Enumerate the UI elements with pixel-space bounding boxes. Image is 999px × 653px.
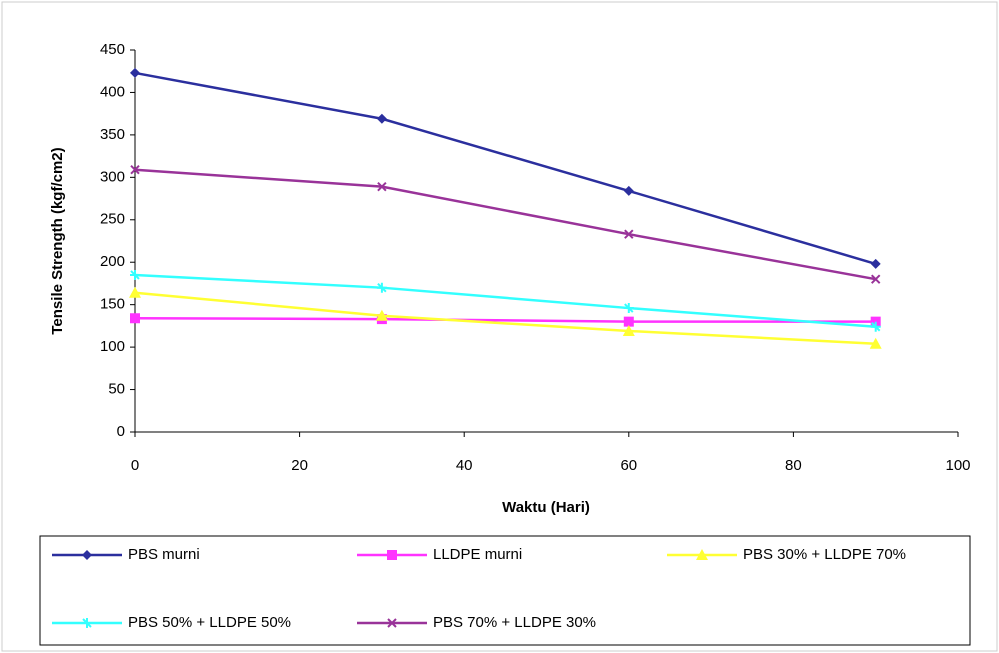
x-tick-label: 100 <box>945 457 970 474</box>
y-tick-label: 450 <box>100 41 125 58</box>
x-tick-label: 60 <box>620 457 637 474</box>
legend-label: PBS murni <box>128 546 200 563</box>
x-tick-label: 20 <box>291 457 308 474</box>
y-tick-label: 100 <box>100 338 125 355</box>
y-tick-label: 350 <box>100 126 125 143</box>
y-tick-label: 200 <box>100 253 125 270</box>
y-tick-label: 150 <box>100 296 125 313</box>
legend-label: PBS 70% + LLDPE 30% <box>433 614 596 631</box>
marker <box>387 550 397 560</box>
y-tick-label: 400 <box>100 83 125 100</box>
y-tick-label: 50 <box>108 381 125 398</box>
x-axis-title: Waktu (Hari) <box>502 499 590 516</box>
legend-label: PBS 30% + LLDPE 70% <box>743 546 906 563</box>
x-tick-label: 40 <box>456 457 473 474</box>
y-tick-label: 0 <box>117 423 125 440</box>
legend-label: LLDPE murni <box>433 546 522 563</box>
y-tick-label: 250 <box>100 211 125 228</box>
y-axis-title: Tensile Strength (kgf/cm2) <box>49 147 66 334</box>
x-tick-label: 80 <box>785 457 802 474</box>
marker <box>130 313 140 323</box>
x-tick-label: 0 <box>131 457 139 474</box>
chart: Waktu (Hari) Tensile Strength (kgf/cm2) … <box>0 0 999 653</box>
legend-label: PBS 50% + LLDPE 50% <box>128 614 291 631</box>
y-tick-label: 300 <box>100 168 125 185</box>
